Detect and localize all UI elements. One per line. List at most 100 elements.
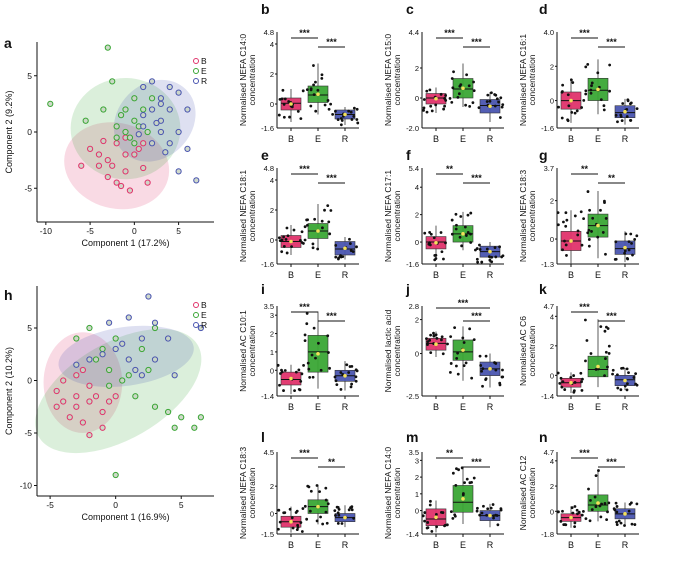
y-axis-label: Normalised NEFA C18:3 [238,447,248,539]
data-point-E [584,318,587,322]
data-point-E [590,81,594,85]
data-point-R [480,511,484,515]
data-point-B [575,109,579,113]
data-point-B [434,257,438,260]
data-point-B [425,110,429,114]
y-min-label: -1.4 [541,392,554,401]
data-point-R [347,508,351,512]
data-point-R [626,98,630,102]
confidence-ellipse-R [58,325,194,387]
data-point-R [616,373,619,377]
point-B [113,179,120,186]
data-point-E [313,217,317,221]
point-E [122,128,129,136]
data-point-B [300,372,304,376]
data-point-R [484,378,488,382]
point-B [140,140,147,147]
point-B [60,377,67,384]
y-axis-label: Normalised NEFA C14:0 [238,34,248,126]
data-point-B [573,521,577,525]
pca-panel-a: a -10 -5 0 5 5 0 -5 Component 1 (17.2%) Component… [4,35,214,248]
data-point-E [597,469,600,472]
data-point-E [468,327,472,331]
y-tick-label: 4 [270,40,274,49]
y-axis-label-unit: concentration [247,467,257,518]
data-point-B [428,88,432,92]
y-tick-label: 4 [415,183,419,192]
legend-label-E: E [201,66,207,76]
mean-marker-E [316,229,320,233]
data-point-B [561,509,564,513]
data-point-E [329,209,333,212]
data-point-B [426,343,429,347]
boxplot-panel-m: m 3.5 -1.4 3 2 1 0 Normalised NEFA C14:0 concent… [383,429,504,550]
data-point-E [603,329,607,333]
data-point-E [311,242,315,246]
x-tick-label-B: B [433,270,439,280]
data-point-E [607,352,611,355]
data-point-B [570,506,574,510]
data-point-E [603,199,606,203]
point-E [138,345,145,353]
data-point-E [596,235,600,239]
data-point-B [294,370,298,374]
data-point-B [430,109,434,113]
data-point-E [311,375,315,379]
point-R [140,112,147,119]
y-max-label: 3.7 [544,164,554,173]
data-point-E [305,517,309,521]
data-point-R [635,234,639,238]
point-B [92,393,100,400]
x-tick-label-E: E [315,540,321,550]
point-E [113,123,120,130]
point-R [171,372,178,379]
data-point-E [584,65,588,69]
data-point-E [588,208,591,212]
data-point-E [449,362,453,365]
x-tick-label-R: R [342,270,349,280]
panel-letter: f [406,147,411,163]
data-point-B [565,218,569,222]
y-axis-label: Normalised NEFA C16:1 [518,34,528,126]
significance-label: *** [606,37,617,47]
y-tick-label: 0 [415,507,419,516]
data-point-R [335,383,339,386]
point-R [138,372,145,379]
significance-label: *** [326,311,337,321]
legend-marker-E [193,68,199,74]
mean-marker-R [623,109,627,114]
data-point-E [607,501,611,505]
point-E [47,100,54,107]
data-point-E [310,353,314,357]
data-point-B [285,226,289,230]
data-point-R [499,507,503,511]
x-tick-label: 5 [179,500,184,510]
data-point-E [466,213,470,217]
data-point-E [608,89,611,93]
y-tick-label: 2 [270,482,274,491]
boxplot-panel-e: e4.8 -1.6 4 2 0 Normalised NEFA C18:1 concentr… [238,147,359,280]
data-point-E [303,225,307,229]
data-point-B [571,81,575,84]
data-point-E [454,212,458,216]
data-point-B [444,94,448,97]
boxplot-panel-d: d 4.0 -1.6 2 0 Normalised NEFA C16:1 concentra… [518,1,639,144]
data-point-R [624,232,628,236]
data-point-E [470,376,474,380]
boxplot-panel-g: g3.7 -1.3 2 0 Normalised NEFA C18:3 concentra… [518,147,639,280]
data-point-B [297,368,301,372]
point-B [99,424,106,431]
data-point-B [444,241,447,245]
data-point-R [493,104,497,108]
y-tick-label: 5 [27,323,32,333]
data-point-B [556,223,560,227]
point-R [73,361,80,368]
data-point-B [295,509,299,513]
y-axis-label-unit: concentration [392,54,402,105]
data-point-R [492,514,496,518]
legend-marker-R [193,322,199,328]
point-B [112,393,119,400]
data-point-B [562,220,565,224]
data-point-E [327,220,331,224]
data-point-E [448,97,452,100]
